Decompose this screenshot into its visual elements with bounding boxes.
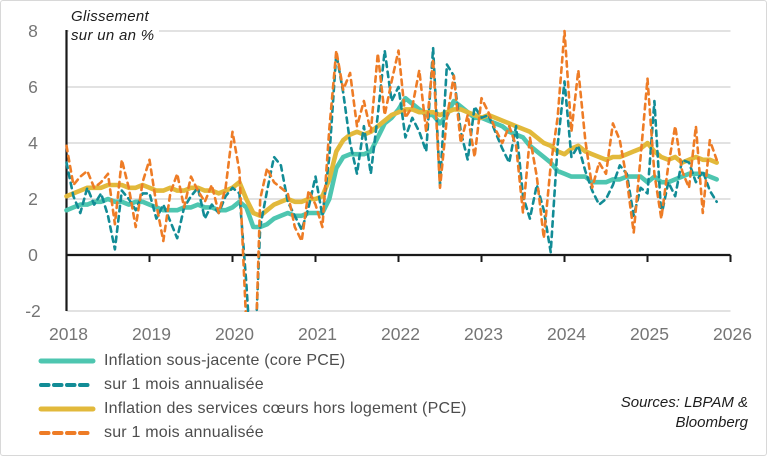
x-tick-label: 2023 (464, 324, 503, 344)
y-tick-label: 4 (28, 133, 38, 153)
legend-item-core-pce-1m: sur 1 mois annualisée (38, 373, 467, 397)
legend: Inflation sous-jacente (core PCE) sur 1 … (38, 349, 467, 445)
line-services-pce (64, 107, 720, 219)
x-tick-label: 2026 (713, 324, 752, 344)
y-axis-title-line2: sur un an % (71, 27, 155, 44)
sources-line2: Bloomberg (675, 414, 748, 431)
y-tick-label: -2 (25, 301, 41, 321)
legend-swatch-solid-teal-icon (38, 358, 96, 364)
legend-swatch-dashed-orange-icon (39, 431, 95, 435)
legend-label: sur 1 mois annualisée (104, 376, 264, 393)
x-tick-label: 2019 (132, 324, 171, 344)
legend-label: Inflation sous-jacente (core PCE) (104, 352, 346, 369)
chart-canvas: 8 6 4 2 0 -2 2018 2019 2020 2021 2022 2023 2024 2025 2… (25, 21, 752, 344)
legend-label: Inflation des services cœurs hors logeme… (104, 400, 467, 417)
legend-item-core-pce: Inflation sous-jacente (core PCE) (38, 349, 467, 373)
y-axis-title: Glissement sur un an % (69, 6, 160, 47)
sources-line1: Sources: LBPAM & (620, 394, 748, 411)
legend-swatch-solid-yellow-icon (38, 406, 96, 412)
line-services-pce-1m (65, 29, 719, 312)
sources-note: Sources: LBPAM & Bloomberg (508, 393, 748, 433)
legend-label: sur 1 mois annualisée (104, 424, 264, 441)
line-core-pce-1m (65, 46, 719, 312)
x-tick-label: 2025 (630, 324, 669, 344)
legend-item-services-pce: Inflation des services cœurs hors logeme… (38, 397, 467, 421)
y-tick-label: 8 (28, 21, 38, 41)
y-tick-label: 6 (28, 77, 38, 97)
x-tick-label: 2020 (215, 324, 254, 344)
y-axis-title-line1: Glissement (71, 8, 150, 25)
x-tick-label: 2022 (381, 324, 420, 344)
legend-swatch-dashed-teal-icon (39, 383, 95, 387)
y-tick-label: 0 (28, 245, 38, 265)
x-tick-label: 2021 (298, 324, 337, 344)
y-tick-label: 2 (28, 189, 38, 209)
x-tick-label: 2024 (547, 324, 586, 344)
x-tick-label: 2018 (49, 324, 88, 344)
legend-item-services-pce-1m: sur 1 mois annualisée (38, 421, 467, 445)
